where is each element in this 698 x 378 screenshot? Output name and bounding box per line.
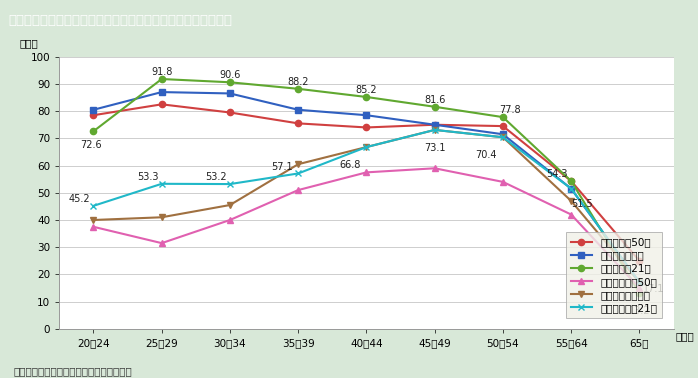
Text: （％）: （％） [20, 39, 38, 48]
未婚（平成２） [362, 113, 371, 118]
未婚（平成２） [499, 132, 507, 136]
Text: 81.6: 81.6 [424, 95, 445, 105]
未婚（昭和50） [362, 125, 371, 130]
Text: 17.1: 17.1 [643, 284, 664, 294]
未婚（昭和50） [635, 259, 644, 263]
有配偶（平成２） [225, 203, 234, 207]
未婚（平成21） [158, 77, 166, 81]
未婚（昭和50） [158, 102, 166, 107]
有配偶（昭和50） [362, 170, 371, 175]
Text: 51.5: 51.5 [572, 199, 593, 209]
有配偶（昭和50） [567, 212, 575, 217]
Text: 77.8: 77.8 [499, 105, 521, 115]
未婚（昭和50） [499, 124, 507, 129]
Text: 53.2: 53.2 [205, 172, 227, 182]
未婚（平成21） [567, 179, 575, 183]
有配偶（平成21） [567, 186, 575, 191]
有配偶（昭和50） [431, 166, 439, 170]
Text: 91.8: 91.8 [151, 67, 172, 77]
有配偶（平成２） [431, 128, 439, 132]
Line: 未婚（昭和50）: 未婚（昭和50） [90, 101, 643, 264]
有配偶（平成２） [635, 280, 644, 285]
有配偶（昭和50） [225, 218, 234, 222]
未婚（平成２） [431, 122, 439, 127]
未婚（平成21） [225, 80, 234, 85]
有配偶（平成２） [499, 135, 507, 139]
未婚（平成21） [635, 291, 644, 295]
Line: 未婚（平成２）: 未婚（平成２） [90, 89, 643, 285]
Text: 70.4: 70.4 [475, 150, 497, 160]
Text: 88.2: 88.2 [288, 77, 309, 87]
有配偶（平成21） [431, 128, 439, 132]
Text: 45.2: 45.2 [69, 194, 90, 204]
未婚（平成２） [89, 107, 98, 112]
未婚（平成２） [294, 107, 302, 112]
有配偶（平成２） [567, 199, 575, 203]
有配偶（平成２） [294, 162, 302, 166]
有配偶（平成21） [499, 135, 507, 139]
有配偶（平成２） [158, 215, 166, 220]
有配偶（平成21） [294, 171, 302, 176]
Text: 57.1: 57.1 [271, 161, 292, 172]
Text: 85.2: 85.2 [356, 85, 377, 95]
Text: 73.1: 73.1 [424, 143, 445, 153]
有配偶（平成21） [225, 182, 234, 186]
Text: （歳）: （歳） [676, 331, 695, 341]
有配偶（昭和50） [635, 286, 644, 290]
未婚（平成21） [294, 87, 302, 91]
Line: 未婚（平成21）: 未婚（平成21） [90, 76, 643, 296]
Line: 有配偶（平成２）: 有配偶（平成２） [90, 127, 643, 285]
有配偶（昭和50） [294, 188, 302, 192]
Text: （備考）総務省「労働力調査」より作成。: （備考）総務省「労働力調査」より作成。 [14, 366, 133, 376]
未婚（昭和50） [294, 121, 302, 125]
Text: 53.3: 53.3 [137, 172, 158, 182]
有配偶（昭和50） [158, 241, 166, 245]
未婚（平成21） [89, 129, 98, 133]
有配偶（昭和50） [499, 180, 507, 184]
有配偶（平成21） [635, 280, 644, 285]
未婚（平成２） [635, 280, 644, 285]
未婚（平成21） [431, 104, 439, 109]
未婚（平成２） [158, 90, 166, 94]
Text: 13.2: 13.2 [629, 306, 651, 316]
有配偶（平成２） [89, 218, 98, 222]
Text: 66.8: 66.8 [339, 160, 360, 170]
未婚（平成２） [567, 186, 575, 191]
Legend: 未婚（昭和50）, 未婚（平成２）, 未婚（平成21）, 有配偶（昭和50）, 有配偶（平成２）, 有配偶（平成21）: 未婚（昭和50）, 未婚（平成２）, 未婚（平成21）, 有配偶（昭和50）, … [565, 232, 662, 318]
有配偶（平成２） [362, 145, 371, 149]
未婚（平成２） [225, 91, 234, 96]
未婚（昭和50） [225, 110, 234, 115]
有配偶（平成21） [158, 181, 166, 186]
未婚（昭和50） [431, 122, 439, 127]
未婚（平成21） [499, 115, 507, 119]
有配偶（昭和50） [89, 225, 98, 229]
有配偶（平成21） [89, 204, 98, 208]
未婚（平成21） [362, 95, 371, 99]
Line: 有配偶（昭和50）: 有配偶（昭和50） [90, 165, 643, 291]
Text: 54.3: 54.3 [547, 169, 568, 179]
未婚（昭和50） [89, 113, 98, 118]
未婚（昭和50） [567, 179, 575, 183]
Text: 72.6: 72.6 [80, 140, 101, 150]
Text: 第１－２－９図　配偶関係別女性の年齢階級別労働力率の推移: 第１－２－９図 配偶関係別女性の年齢階級別労働力率の推移 [8, 14, 232, 27]
Text: 90.6: 90.6 [219, 70, 241, 81]
Line: 有配偶（平成21）: 有配偶（平成21） [90, 127, 643, 285]
有配偶（平成21） [362, 145, 371, 149]
